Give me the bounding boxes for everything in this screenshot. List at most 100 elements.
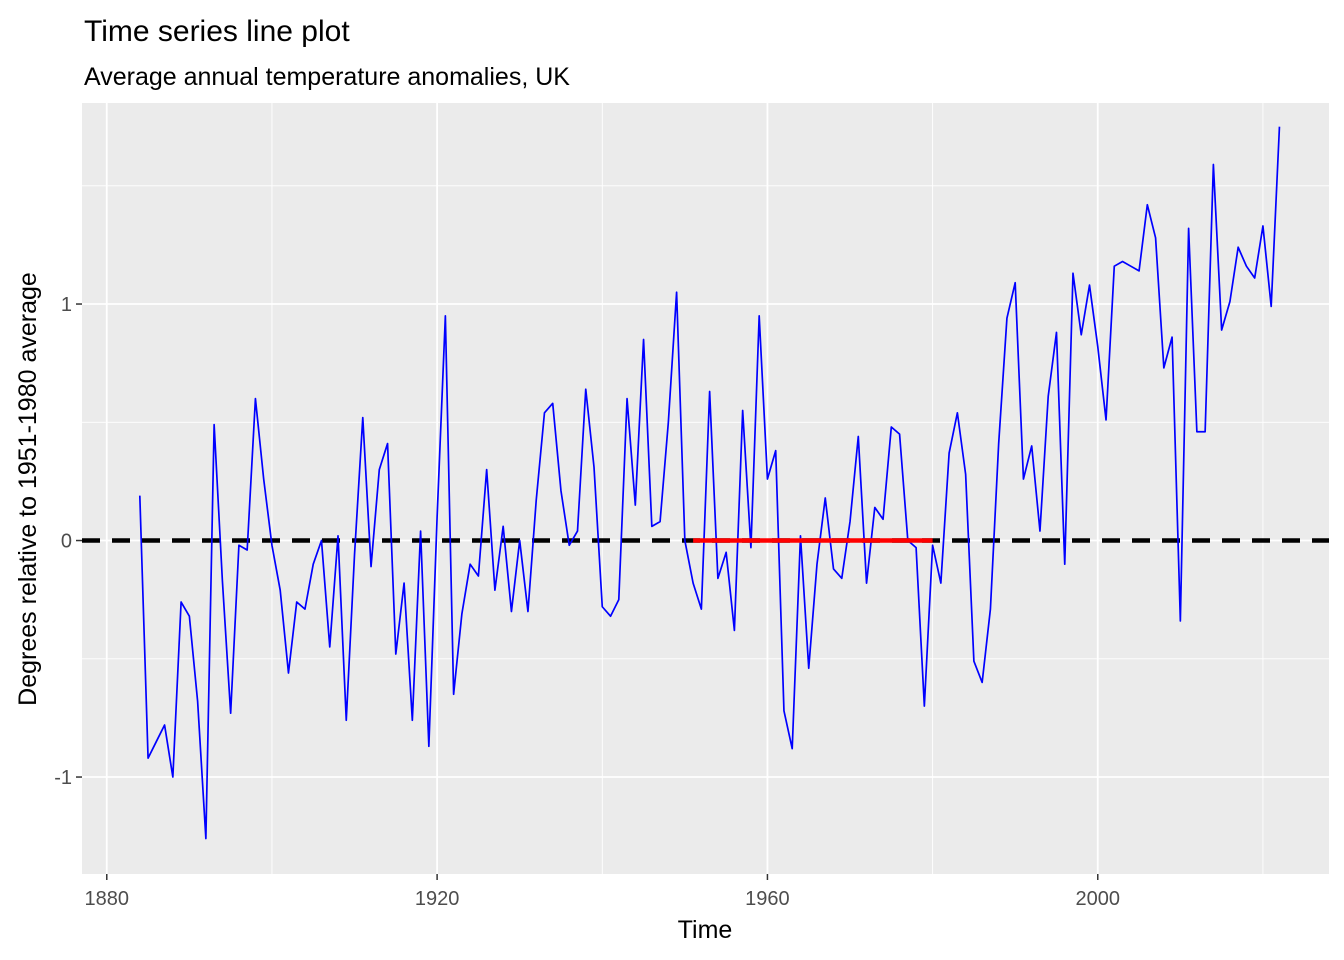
data-point-1923	[461, 613, 463, 615]
data-point-1904	[304, 608, 306, 610]
data-point-1953	[709, 391, 711, 393]
data-point-2004	[1130, 265, 1132, 267]
data-point-1997	[1072, 272, 1074, 274]
data-point-1890	[188, 615, 190, 617]
data-point-1899	[263, 478, 265, 480]
x-axis-title: Time	[678, 916, 733, 944]
data-point-1927	[494, 589, 496, 591]
data-point-1902	[287, 672, 289, 674]
data-point-1999	[1089, 284, 1091, 286]
data-point-1918	[420, 530, 422, 532]
data-point-2020	[1262, 225, 1264, 227]
data-point-1993	[1039, 530, 1041, 532]
data-point-1943	[626, 398, 628, 400]
data-point-1933	[543, 412, 545, 414]
y-tick-label: -1	[54, 767, 72, 789]
data-point-1962	[783, 710, 785, 712]
chart-subtitle: Average annual temperature anomalies, UK	[84, 63, 570, 91]
data-point-1892	[205, 838, 207, 840]
data-point-1884	[139, 495, 141, 497]
data-point-1889	[180, 601, 182, 603]
data-point-1911	[362, 417, 364, 419]
data-point-1912	[370, 566, 372, 568]
data-point-1935	[560, 490, 562, 492]
data-point-1991	[1022, 478, 1024, 480]
data-point-2015	[1221, 329, 1223, 331]
data-point-1960	[766, 478, 768, 480]
data-point-2019	[1254, 277, 1256, 279]
data-point-1901	[279, 589, 281, 591]
data-point-1949	[676, 291, 678, 293]
data-point-1908	[337, 535, 339, 537]
data-point-2002	[1113, 265, 1115, 267]
data-point-1917	[411, 719, 413, 721]
data-point-1965	[808, 667, 810, 669]
y-axis-title: Degrees relative to 1951-1980 average	[14, 272, 42, 706]
data-point-2005	[1138, 270, 1140, 272]
data-point-1974	[882, 518, 884, 520]
data-point-1909	[345, 719, 347, 721]
data-point-1992	[1031, 445, 1033, 447]
data-point-1944	[634, 504, 636, 506]
data-point-1969	[841, 577, 843, 579]
data-point-1937	[576, 530, 578, 532]
data-point-1984	[965, 473, 967, 475]
data-point-1896	[238, 544, 240, 546]
data-point-1888	[172, 776, 174, 778]
data-point-2003	[1122, 260, 1124, 262]
data-point-1932	[535, 499, 537, 501]
data-point-1905	[312, 563, 314, 565]
y-tick-label: 0	[61, 531, 72, 553]
data-point-1930	[519, 540, 521, 542]
data-point-1903	[296, 601, 298, 603]
data-point-1979	[923, 705, 925, 707]
data-point-2017	[1237, 246, 1239, 248]
data-point-1939	[593, 466, 595, 468]
data-point-1972	[866, 582, 868, 584]
data-point-1928	[502, 525, 504, 527]
data-point-1959	[758, 315, 760, 317]
data-point-1906	[320, 540, 322, 542]
data-point-1982	[948, 452, 950, 454]
data-point-2021	[1270, 305, 1272, 307]
data-point-1936	[568, 544, 570, 546]
data-point-1975	[890, 426, 892, 428]
data-point-1887	[164, 724, 166, 726]
data-point-1894	[221, 580, 223, 582]
data-point-1893	[213, 424, 215, 426]
data-point-1940	[601, 606, 603, 608]
data-point-1989	[1006, 317, 1008, 319]
data-point-1925	[477, 575, 479, 577]
data-point-1994	[1047, 395, 1049, 397]
data-point-1968	[833, 568, 835, 570]
data-point-2016	[1229, 301, 1231, 303]
data-point-1895	[230, 712, 232, 714]
data-point-1946	[651, 525, 653, 527]
data-point-1920	[436, 516, 438, 518]
x-tick-label: 2000	[1076, 888, 1121, 910]
data-point-1958	[750, 547, 752, 549]
data-point-2009	[1171, 336, 1173, 338]
data-point-2008	[1163, 367, 1165, 369]
data-point-1924	[469, 563, 471, 565]
data-point-1934	[552, 402, 554, 404]
data-point-1898	[254, 398, 256, 400]
data-point-1919	[428, 745, 430, 747]
data-point-1915	[395, 653, 397, 655]
data-point-1900	[271, 544, 273, 546]
data-point-1973	[874, 506, 876, 508]
data-point-2018	[1245, 265, 1247, 267]
data-point-1966	[816, 563, 818, 565]
data-point-1956	[733, 629, 735, 631]
data-point-1986	[981, 681, 983, 683]
data-point-1922	[453, 693, 455, 695]
data-point-1954	[717, 577, 719, 579]
data-point-1952	[700, 608, 702, 610]
data-point-2001	[1105, 419, 1107, 421]
data-point-1957	[742, 409, 744, 411]
data-point-1941	[610, 615, 612, 617]
data-point-1990	[1014, 282, 1016, 284]
data-point-1942	[618, 599, 620, 601]
data-point-1885	[147, 757, 149, 759]
